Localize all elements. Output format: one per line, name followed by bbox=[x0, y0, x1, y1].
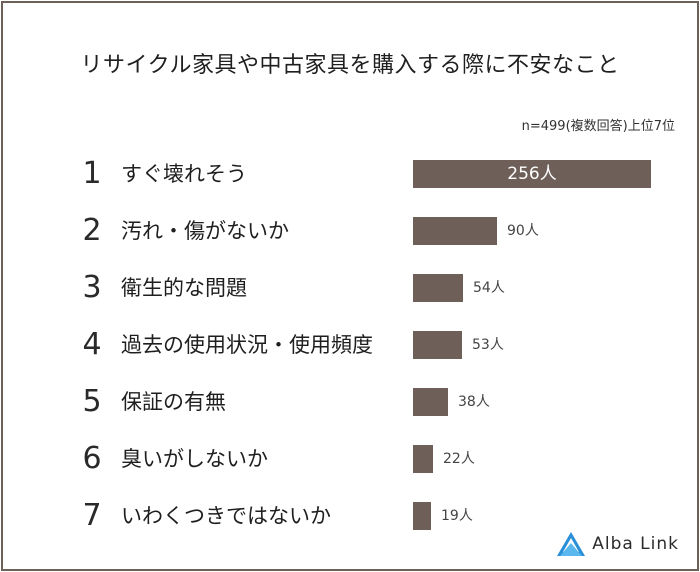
bar: 256人 bbox=[413, 160, 651, 188]
value-label: 53人 bbox=[472, 337, 504, 353]
rank-number: 5 bbox=[82, 384, 102, 419]
bar-row: 7 いわくつきではないか 19人 bbox=[3, 496, 697, 536]
brand-name: Alba Link bbox=[592, 534, 679, 554]
bar-row: 5 保証の有無 38人 bbox=[3, 382, 697, 422]
rank-number: 6 bbox=[82, 441, 102, 476]
bar: 90人 bbox=[413, 217, 539, 245]
value-label: 54人 bbox=[473, 280, 505, 296]
category-label: 臭いがしないか bbox=[121, 447, 268, 471]
rank-number: 3 bbox=[82, 270, 102, 305]
category-label: いわくつきではないか bbox=[121, 504, 331, 528]
brand-logo: Alba Link bbox=[556, 531, 679, 557]
value-label: 256人 bbox=[507, 164, 557, 184]
category-label: 汚れ・傷がないか bbox=[121, 219, 289, 243]
sample-note: n=499(複数回答)上位7位 bbox=[521, 119, 675, 134]
category-label: すぐ壊れそう bbox=[121, 162, 247, 186]
category-label: 衛生的な問題 bbox=[121, 276, 247, 300]
category-label: 保証の有無 bbox=[121, 390, 226, 414]
bar-row: 1 すぐ壊れそう 256人 bbox=[3, 154, 697, 194]
rank-number: 2 bbox=[82, 213, 102, 248]
alba-link-logo-icon bbox=[557, 532, 586, 556]
category-label: 過去の使用状況・使用頻度 bbox=[121, 333, 373, 357]
value-label: 38人 bbox=[458, 394, 490, 410]
bar-row: 4 過去の使用状況・使用頻度 53人 bbox=[3, 325, 697, 365]
chart-title: リサイクル家具や中古家具を購入する際に不安なこと bbox=[80, 53, 620, 78]
rank-number: 1 bbox=[82, 156, 102, 191]
bar-row: 3 衛生的な問題 54人 bbox=[3, 268, 697, 308]
bar: 38人 bbox=[413, 388, 490, 416]
bar-row: 6 臭いがしないか 22人 bbox=[3, 439, 697, 479]
rank-number: 4 bbox=[82, 327, 102, 362]
bar: 22人 bbox=[413, 445, 475, 473]
value-label: 90人 bbox=[507, 223, 539, 239]
bar: 19人 bbox=[413, 502, 473, 530]
bar: 54人 bbox=[413, 274, 505, 302]
bar-row: 2 汚れ・傷がないか 90人 bbox=[3, 211, 697, 251]
rank-number: 7 bbox=[82, 498, 102, 533]
bar: 53人 bbox=[413, 331, 504, 359]
value-label: 22人 bbox=[443, 451, 475, 467]
value-label: 19人 bbox=[441, 508, 473, 524]
